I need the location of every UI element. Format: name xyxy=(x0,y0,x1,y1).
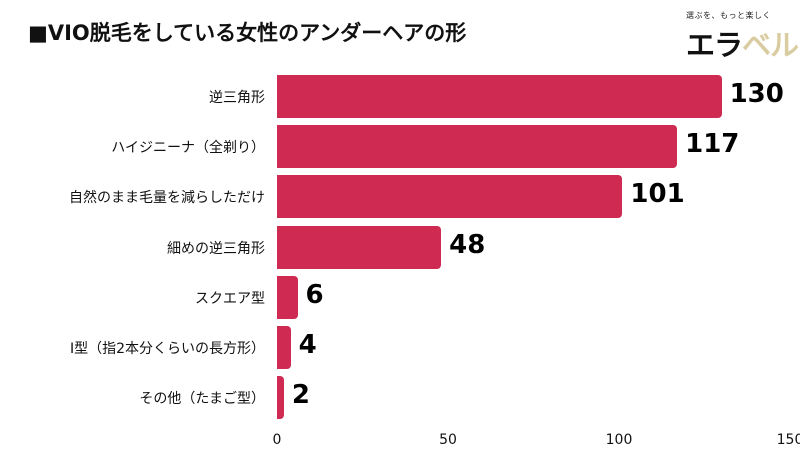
bar xyxy=(277,275,298,319)
category-label: ハイジニーナ（全剃り） xyxy=(111,140,265,157)
category-label: 逆三角形 xyxy=(209,90,265,106)
x-tick-label: 0 xyxy=(272,432,282,448)
x-tick-label: 150 xyxy=(776,432,800,448)
logo-mark: エラベル xyxy=(686,22,799,64)
category-label: その他（たまご型） xyxy=(139,391,265,408)
bar xyxy=(277,175,623,219)
bar xyxy=(277,75,722,118)
bar xyxy=(277,326,291,369)
bar xyxy=(277,125,678,169)
value-label: 6 xyxy=(305,279,324,310)
logo-mark-part2: ベル xyxy=(742,28,799,62)
category-label: 細めの逆三角形 xyxy=(167,240,265,257)
value-label: 101 xyxy=(630,179,685,210)
value-label: 117 xyxy=(685,129,740,160)
category-label: スクエア型 xyxy=(195,290,265,307)
value-label: 2 xyxy=(291,380,310,411)
bar xyxy=(277,225,442,269)
category-label: 自然のまま毛量を減らしただけ xyxy=(69,190,265,207)
value-label: 48 xyxy=(449,229,486,260)
erabel-logo: 選ぶを、もっと楽しく エラベル xyxy=(686,10,799,62)
logo-tagline: 選ぶを、もっと楽しく xyxy=(686,11,771,20)
x-tick-label: 100 xyxy=(605,432,633,448)
bar xyxy=(277,376,284,420)
value-label: 130 xyxy=(729,79,784,109)
x-tick-label: 50 xyxy=(439,432,457,448)
value-label: 4 xyxy=(298,330,317,360)
chart-title: ■VIO脱毛をしている女性のアンダーヘアの形 xyxy=(28,21,467,45)
logo-mark-part1: エラ xyxy=(686,28,743,62)
category-label: I型（指2本分くらいの長方形） xyxy=(69,341,265,357)
